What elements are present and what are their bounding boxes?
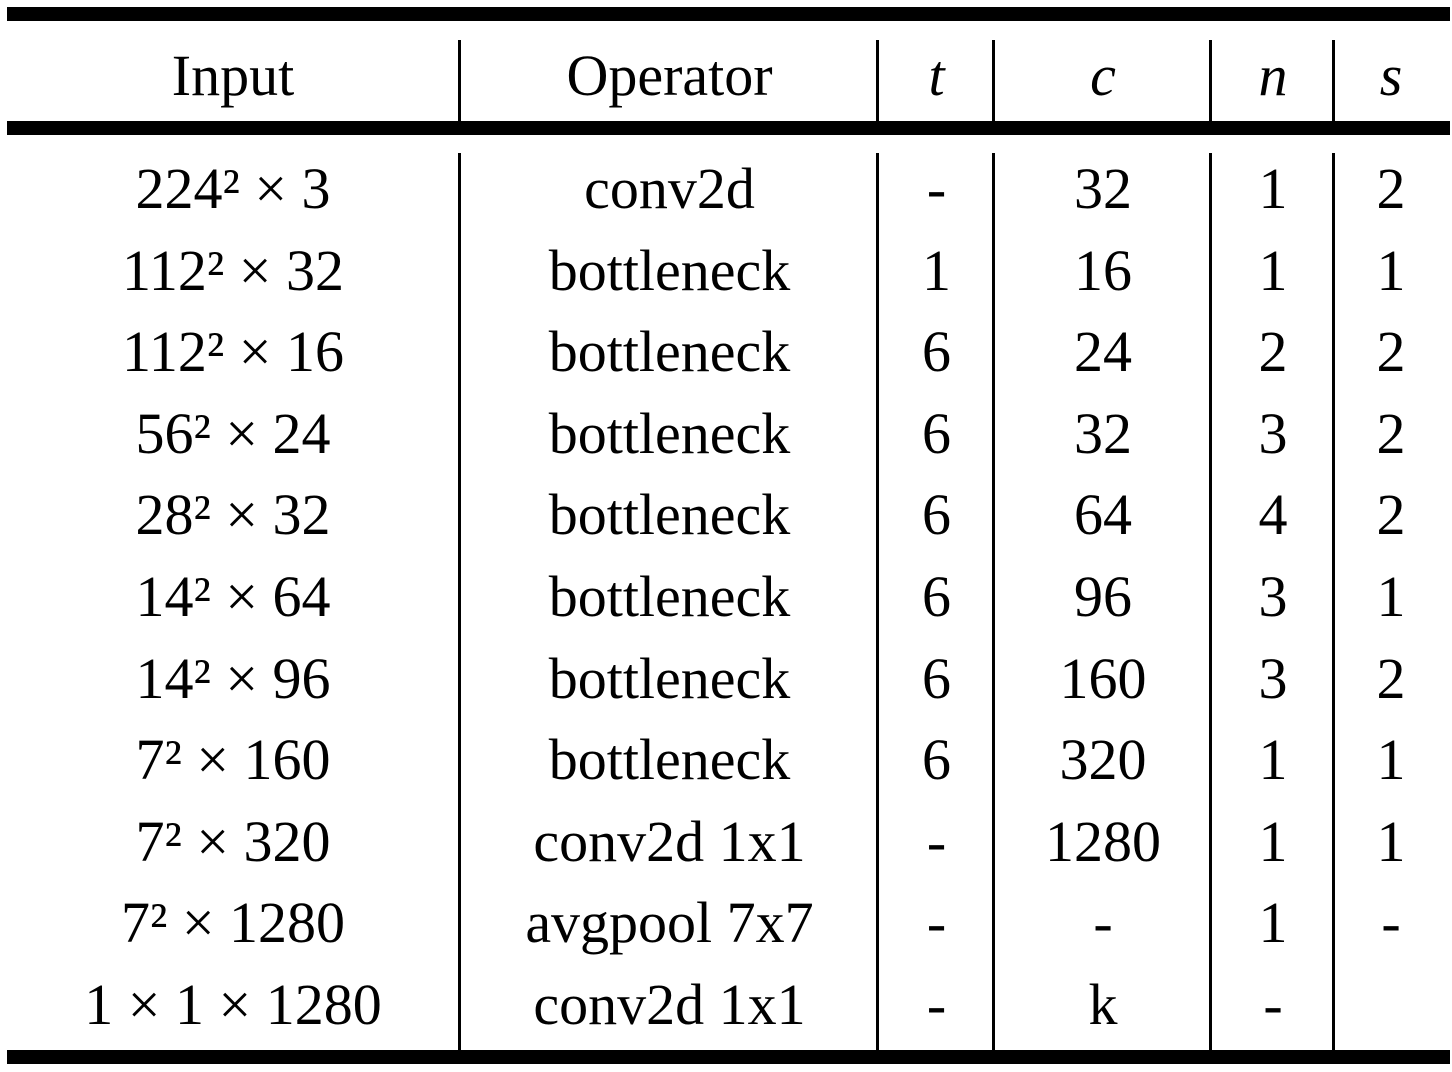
column-divider (458, 153, 461, 1050)
cell-t: 6 (922, 645, 951, 711)
cell-input: 7² × 1280 (120, 890, 346, 956)
cell-c: 24 (1074, 319, 1132, 385)
cell-t: - (926, 156, 947, 221)
cell-operator: conv2d 1x1 (533, 808, 806, 874)
column-divider (1332, 153, 1335, 1050)
cell-s (1336, 964, 1446, 1046)
cell-n: 4 (1258, 482, 1288, 548)
cell-operator: bottleneck (548, 564, 791, 629)
column-divider (876, 40, 879, 121)
cell-input: 112² × 16 (122, 319, 344, 385)
cell-t: 6 (922, 400, 951, 466)
cell-c: 160 (1059, 645, 1147, 711)
cell-t: - (926, 972, 947, 1037)
cell-s: 1 (1376, 727, 1406, 793)
cell-operator: bottleneck (548, 645, 791, 711)
cell-s: 1 (1376, 237, 1406, 303)
table-top-rule (7, 7, 1450, 21)
cell-s: 2 (1376, 319, 1406, 385)
column-divider (458, 40, 461, 121)
cell-t: - (926, 808, 947, 874)
cell-input: 56² × 24 (135, 400, 331, 466)
cell-operator: bottleneck (548, 237, 791, 303)
cell-t: 6 (922, 727, 951, 793)
cell-input: 7² × 320 (135, 808, 331, 874)
cell-operator: bottleneck (548, 727, 791, 793)
header-t: t (928, 43, 945, 108)
cell-s: - (1381, 890, 1401, 956)
cell-t: 6 (922, 564, 951, 629)
cell-n: 1 (1258, 237, 1288, 303)
cell-input: 224² × 3 (135, 156, 331, 221)
cell-operator: conv2d 1x1 (533, 972, 806, 1037)
header-s: s (1379, 43, 1403, 108)
cell-n: 1 (1258, 156, 1288, 221)
cell-operator: avgpool 7x7 (525, 890, 814, 956)
column-divider (876, 153, 879, 1050)
column-divider (992, 40, 995, 121)
column-divider (992, 153, 995, 1050)
header-operator: Operator (566, 43, 773, 108)
cell-operator: bottleneck (548, 400, 791, 466)
cell-s: 2 (1376, 482, 1406, 548)
column-divider (1209, 153, 1212, 1050)
column-divider (1209, 40, 1212, 121)
cell-c: 320 (1059, 727, 1147, 793)
cell-t: - (926, 890, 947, 956)
cell-s: 2 (1376, 645, 1406, 711)
cell-input: 7² × 160 (135, 727, 331, 793)
table-bottom-rule (7, 1050, 1450, 1064)
cell-n: 1 (1258, 727, 1288, 793)
cell-n: 2 (1258, 319, 1288, 385)
cell-s: 1 (1376, 808, 1406, 874)
cell-c: k (1088, 972, 1118, 1037)
cell-c: 32 (1074, 156, 1132, 221)
cell-s: 2 (1376, 400, 1406, 466)
cell-c: - (1093, 890, 1113, 956)
cell-s: 1 (1376, 564, 1406, 629)
header-c: c (1090, 43, 1116, 108)
cell-operator: bottleneck (548, 319, 791, 385)
cell-n: 3 (1258, 400, 1288, 466)
cell-input: 1 × 1 × 1280 (84, 972, 382, 1037)
cell-input: 112² × 32 (122, 237, 344, 303)
cell-t: 6 (922, 482, 951, 548)
cell-operator: bottleneck (548, 482, 791, 548)
header-n: n (1258, 43, 1288, 108)
cell-s: 2 (1376, 156, 1406, 221)
cell-input: 14² × 64 (135, 564, 331, 629)
cell-c: 64 (1074, 482, 1132, 548)
cell-input: 28² × 32 (135, 482, 331, 548)
cell-n: 1 (1258, 808, 1288, 874)
cell-input: 14² × 96 (135, 645, 331, 711)
cell-c: 32 (1074, 400, 1132, 466)
column-divider (1332, 40, 1335, 121)
header-input: Input (171, 43, 295, 108)
cell-t: 6 (922, 319, 951, 385)
cell-t: 1 (922, 237, 951, 303)
cell-operator: conv2d (584, 156, 755, 221)
cell-c: 16 (1074, 237, 1132, 303)
cell-c: 96 (1074, 564, 1132, 629)
cell-c: 1280 (1045, 808, 1161, 874)
cell-n: - (1263, 972, 1283, 1037)
cell-n: 1 (1258, 890, 1288, 956)
cell-n: 3 (1258, 564, 1288, 629)
table-header-rule (7, 121, 1450, 135)
cell-n: 3 (1258, 645, 1288, 711)
